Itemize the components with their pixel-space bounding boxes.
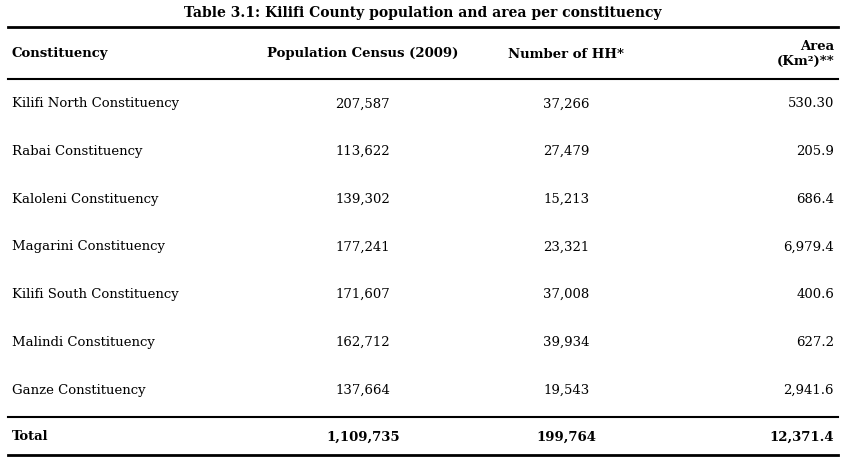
Text: Ganze Constituency: Ganze Constituency	[12, 383, 146, 396]
Text: 37,008: 37,008	[543, 288, 590, 300]
Text: 205.9: 205.9	[796, 145, 834, 158]
Text: 19,543: 19,543	[543, 383, 590, 396]
Text: 171,607: 171,607	[336, 288, 390, 300]
Text: 2,941.6: 2,941.6	[783, 383, 834, 396]
Text: 207,587: 207,587	[336, 97, 390, 110]
Text: Population Census (2009): Population Census (2009)	[267, 47, 459, 60]
Text: 177,241: 177,241	[336, 240, 390, 253]
Text: 1,109,735: 1,109,735	[326, 430, 399, 443]
Text: Area
(Km²)**: Area (Km²)**	[777, 40, 834, 68]
Text: Kilifi North Constituency: Kilifi North Constituency	[12, 97, 179, 110]
Text: Kaloleni Constituency: Kaloleni Constituency	[12, 192, 158, 206]
Text: 162,712: 162,712	[336, 335, 390, 348]
Text: Constituency: Constituency	[12, 47, 108, 60]
Text: 530.30: 530.30	[788, 97, 834, 110]
Text: 23,321: 23,321	[543, 240, 590, 253]
Text: Table 3.1: Kilifi County population and area per constituency: Table 3.1: Kilifi County population and …	[184, 6, 662, 20]
Text: 6,979.4: 6,979.4	[783, 240, 834, 253]
Text: 27,479: 27,479	[543, 145, 590, 158]
Text: 400.6: 400.6	[796, 288, 834, 300]
Text: 113,622: 113,622	[336, 145, 390, 158]
Text: Magarini Constituency: Magarini Constituency	[12, 240, 165, 253]
Text: 12,371.4: 12,371.4	[769, 430, 834, 443]
Text: Kilifi South Constituency: Kilifi South Constituency	[12, 288, 179, 300]
Text: Number of HH*: Number of HH*	[508, 47, 624, 60]
Text: 39,934: 39,934	[543, 335, 590, 348]
Text: 686.4: 686.4	[796, 192, 834, 206]
Text: Malindi Constituency: Malindi Constituency	[12, 335, 155, 348]
Text: 37,266: 37,266	[543, 97, 590, 110]
Text: 199,764: 199,764	[536, 430, 596, 443]
Text: Rabai Constituency: Rabai Constituency	[12, 145, 142, 158]
Text: 15,213: 15,213	[543, 192, 589, 206]
Text: 139,302: 139,302	[336, 192, 390, 206]
Text: Total: Total	[12, 430, 48, 443]
Text: 137,664: 137,664	[335, 383, 390, 396]
Text: 627.2: 627.2	[796, 335, 834, 348]
